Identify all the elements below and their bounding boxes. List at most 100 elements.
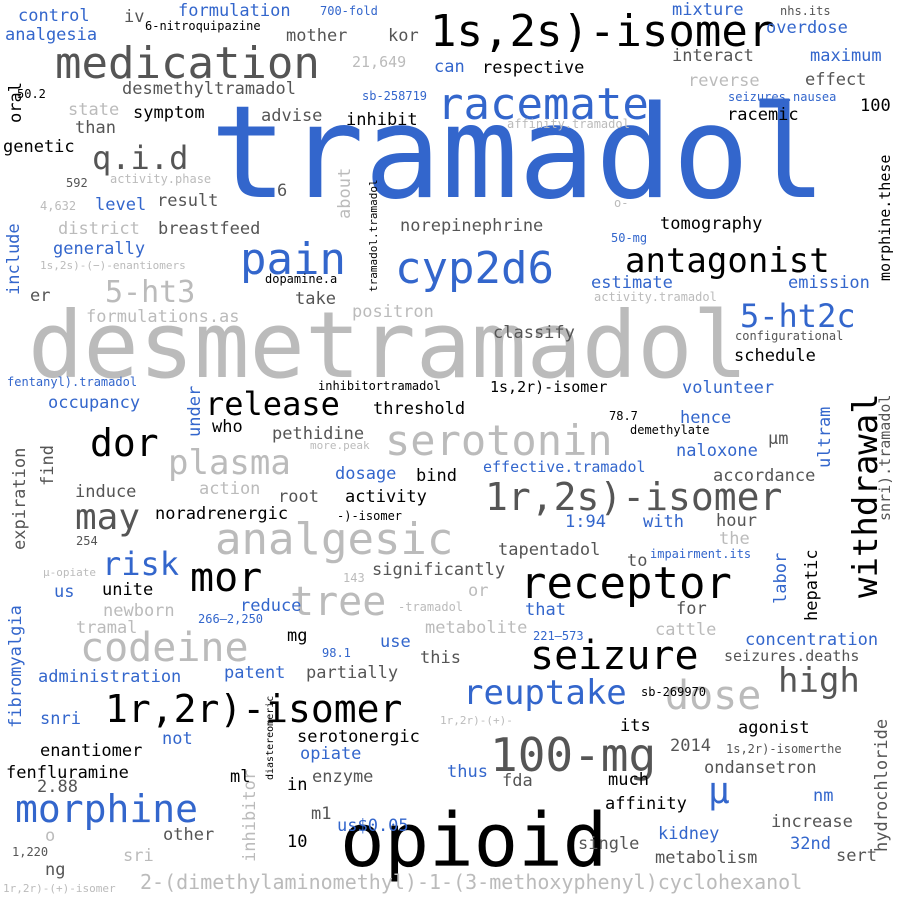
- cloud-word: respective: [482, 58, 585, 78]
- cloud-word: 6: [277, 181, 288, 201]
- cloud-word: 100-mg: [490, 728, 657, 782]
- cloud-word: tramadol.tramadol: [367, 179, 380, 292]
- cloud-word: medication: [55, 38, 320, 89]
- cloud-word: 98.1: [322, 646, 351, 660]
- cloud-word: effective.tramadol: [483, 458, 646, 476]
- cloud-word: o: [45, 826, 56, 846]
- cloud-word: control: [18, 6, 90, 26]
- cloud-word: unite: [102, 580, 154, 600]
- cloud-word: fenfluramine: [6, 763, 129, 783]
- cloud-word: mother: [286, 26, 348, 46]
- cloud-word: seizures.deaths: [724, 647, 860, 665]
- cloud-word: metabolism: [655, 848, 758, 868]
- cloud-word: antagonist: [625, 241, 830, 281]
- cloud-word: not: [162, 729, 193, 749]
- cloud-word: us$0.05: [337, 816, 409, 836]
- cloud-word: level: [95, 195, 147, 215]
- cloud-word: inhibitortramadol: [318, 379, 441, 393]
- cloud-word: administration: [38, 667, 182, 687]
- cloud-word: fibromyalgia: [6, 605, 26, 728]
- cloud-word: 254: [76, 534, 98, 548]
- cloud-word: tramadol: [210, 79, 827, 228]
- cloud-word: sri: [123, 846, 154, 866]
- cloud-word: 143: [343, 571, 365, 585]
- cloud-word: diastereomeric: [265, 695, 276, 780]
- cloud-word: accordance: [713, 466, 816, 486]
- cloud-word: or: [468, 581, 489, 601]
- cloud-word: naloxone: [676, 441, 758, 461]
- cloud-word: μ: [708, 771, 730, 812]
- cloud-word: 6-nitroquipazine: [145, 19, 261, 33]
- cloud-word: kor: [388, 26, 419, 46]
- cloud-word: noradrenergic: [155, 504, 289, 524]
- cloud-word: desmetramadol: [28, 292, 749, 399]
- cloud-word: ultram: [815, 406, 835, 468]
- cloud-word: fentanyl).tramadol: [7, 375, 138, 389]
- cloud-word: hour: [716, 511, 757, 531]
- cloud-word: receptor: [520, 558, 732, 609]
- cloud-word: cattle: [655, 620, 717, 640]
- cloud-word: iv: [124, 7, 145, 27]
- cloud-word: 1r,2r)-(+)-: [440, 714, 513, 727]
- cloud-word: q.i.d: [92, 139, 189, 177]
- cloud-word: tapentadol: [498, 540, 601, 560]
- cloud-word: 1r,2r)-(+)-isomer: [3, 882, 116, 895]
- cloud-word: schedule: [734, 346, 816, 366]
- cloud-word: pethidine: [272, 424, 365, 444]
- cloud-word: 1,220: [12, 845, 49, 859]
- cloud-word: about: [335, 167, 355, 219]
- cloud-word: ml: [230, 767, 251, 787]
- cloud-word: tramal: [76, 618, 138, 638]
- cloud-word: tree: [290, 579, 387, 625]
- cloud-word: kidney: [658, 824, 720, 844]
- cloud-word: activity.tramadol: [594, 290, 717, 304]
- cloud-word: newborn: [103, 601, 175, 621]
- cloud-word: estimate: [591, 273, 673, 293]
- cloud-word: increase: [771, 812, 853, 832]
- cloud-word: generally: [53, 239, 146, 259]
- cloud-word: may: [75, 497, 141, 538]
- cloud-word: district: [58, 219, 140, 239]
- cloud-word: symptom: [133, 103, 205, 123]
- cloud-word: under: [185, 385, 205, 437]
- cloud-word: emission: [788, 273, 870, 293]
- cloud-word: release: [205, 385, 340, 423]
- cloud-word: result: [157, 191, 219, 211]
- cloud-word: reduce: [240, 596, 302, 616]
- cloud-word: fda: [502, 771, 533, 791]
- cloud-word: 100: [860, 96, 891, 116]
- cloud-word: can: [434, 57, 465, 77]
- cloud-word: volunteer: [682, 378, 775, 398]
- cloud-word: 4,632: [40, 199, 77, 213]
- cloud-word: hydrochloride: [872, 718, 892, 852]
- cloud-word: 700-fold: [320, 4, 378, 18]
- cloud-word: configurational: [735, 329, 844, 343]
- cloud-word: snri: [40, 709, 81, 729]
- cloud-word: 1r,2s)-isomer: [485, 475, 783, 519]
- cloud-word: overdose: [766, 18, 848, 38]
- cloud-word: threshold: [373, 399, 466, 419]
- cloud-word: root: [278, 487, 319, 507]
- cloud-word: other: [163, 825, 215, 845]
- cloud-word: the: [719, 529, 750, 549]
- cloud-word: action: [199, 479, 261, 499]
- cloud-word: hence: [680, 408, 732, 428]
- cloud-word: opioid: [340, 798, 608, 884]
- cloud-word: 266–2,250: [198, 612, 264, 626]
- cloud-word: 1s,2s)-isomer: [430, 6, 775, 57]
- cloud-word: codeine: [80, 625, 249, 671]
- cloud-word: partially: [306, 663, 399, 683]
- cloud-word: interact: [672, 46, 754, 66]
- cloud-word: for: [676, 599, 707, 619]
- cloud-word: dosage: [335, 464, 397, 484]
- cloud-word: positron: [352, 302, 434, 322]
- cloud-word: 592: [66, 176, 88, 190]
- cloud-word: analgesia: [5, 25, 98, 45]
- cloud-word: dopamine.a: [265, 272, 338, 286]
- cloud-word: bind: [416, 466, 457, 486]
- cloud-word: affinity: [605, 794, 687, 814]
- cloud-word: tomography: [660, 214, 763, 234]
- cloud-word: classify: [493, 323, 575, 343]
- cloud-word: 5-ht2c: [740, 297, 856, 335]
- cloud-word: 21,649: [352, 53, 407, 71]
